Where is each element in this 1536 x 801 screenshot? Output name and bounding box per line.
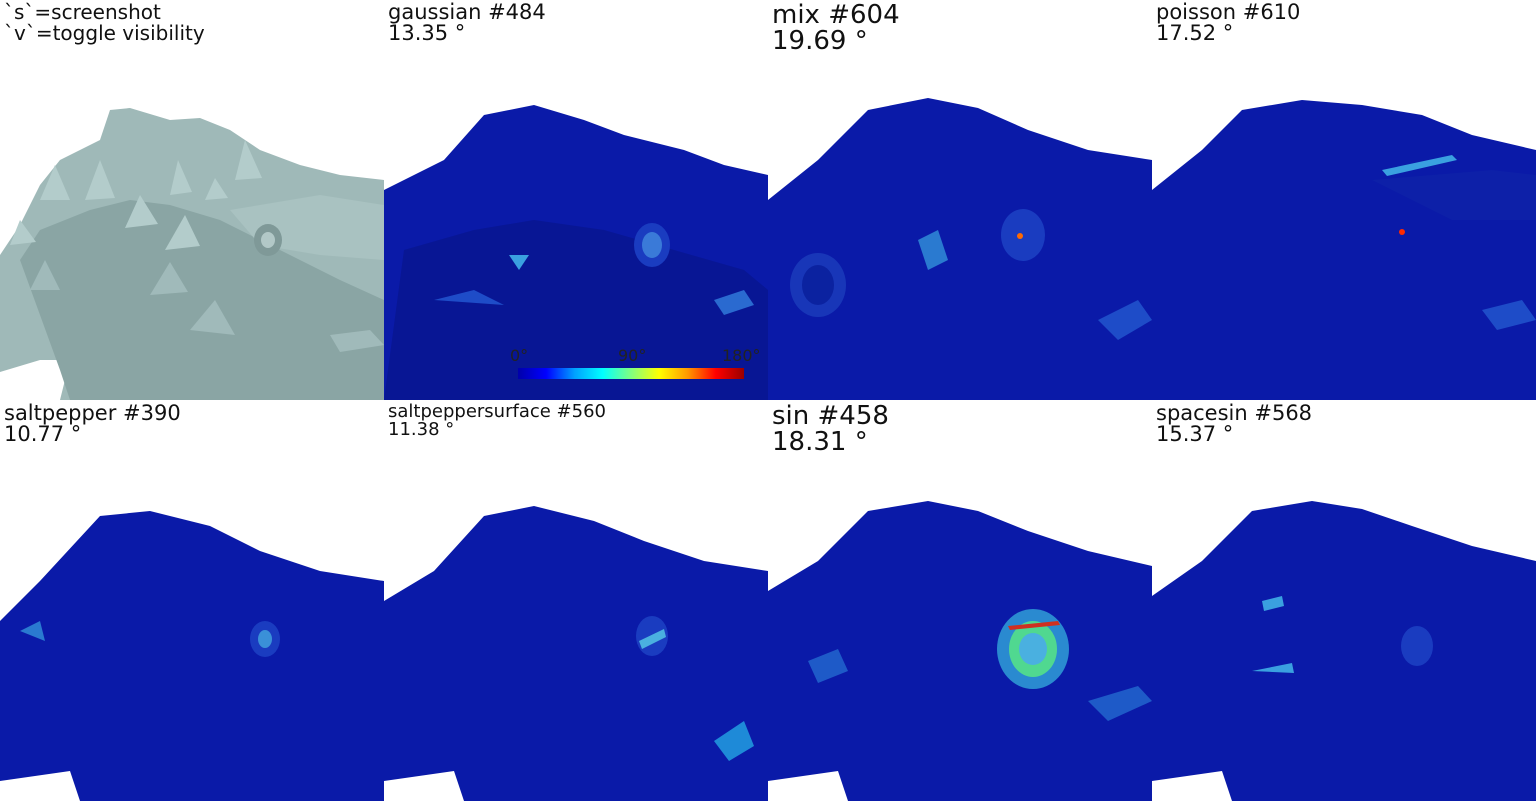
- noise-name: mix #604: [772, 0, 900, 30]
- angle-error: 13.35 °: [388, 21, 466, 45]
- error-mesh-spacesin: [1152, 501, 1536, 801]
- error-mesh-poisson: [1152, 100, 1536, 400]
- angle-error: 10.77 °: [4, 422, 82, 446]
- panel-sin[interactable]: sin #458 18.31 °: [768, 401, 1152, 801]
- noise-name: sin #458: [772, 401, 889, 431]
- panel-caption: mix #604 19.69 °: [772, 2, 900, 54]
- panel-saltpepper[interactable]: saltpepper #390 10.77 °: [0, 401, 384, 801]
- error-mesh-saltpeppersurface: [384, 506, 768, 801]
- panel-poisson[interactable]: poisson #610 17.52 °: [1152, 0, 1536, 400]
- colorbar-gradient: [518, 368, 744, 379]
- panel-spacesin[interactable]: spacesin #568 15.37 °: [1152, 401, 1536, 801]
- noise-name: gaussian #484: [388, 0, 546, 24]
- panel-mix[interactable]: mix #604 19.69 °: [768, 0, 1152, 400]
- reference-mesh: [0, 108, 384, 400]
- noise-name: spacesin #568: [1156, 401, 1313, 425]
- colorbar-min-label: 0°: [510, 346, 529, 365]
- colorbar-max-label: 180°: [722, 346, 761, 365]
- noise-name: poisson #610: [1156, 0, 1301, 24]
- angle-error: 11.38 °: [388, 419, 455, 440]
- panel-caption: saltpepper #390 10.77 °: [4, 403, 181, 445]
- colorbar-mid-label: 90°: [618, 346, 647, 365]
- panel-caption: spacesin #568 15.37 °: [1156, 403, 1312, 445]
- angle-error: 15.37 °: [1156, 422, 1234, 446]
- help-visibility-hint: `v`=toggle visibility: [4, 21, 205, 45]
- noise-name: saltpepper #390: [4, 401, 181, 425]
- angle-error: 17.52 °: [1156, 21, 1234, 45]
- error-mesh-sin: [768, 501, 1152, 801]
- error-mesh-gaussian: [384, 105, 768, 400]
- angle-colorbar: 0° 90° 180°: [510, 344, 761, 384]
- noise-name: saltpeppersurface #560: [388, 401, 606, 422]
- help-screenshot-hint: `s`=screenshot: [4, 0, 161, 24]
- angle-error: 18.31 °: [772, 427, 868, 457]
- panel-saltpeppersurface[interactable]: saltpeppersurface #560 11.38 °: [384, 401, 768, 801]
- keyboard-help: `s`=screenshot `v`=toggle visibility: [4, 2, 205, 44]
- error-mesh-saltpepper: [0, 511, 384, 801]
- panel-caption: sin #458 18.31 °: [772, 403, 889, 455]
- reference-panel[interactable]: `s`=screenshot `v`=toggle visibility: [0, 0, 384, 400]
- error-mesh-mix: [768, 98, 1152, 400]
- angle-error: 19.69 °: [772, 26, 868, 56]
- panel-caption: gaussian #484 13.35 °: [388, 2, 546, 44]
- panel-caption: saltpeppersurface #560 11.38 °: [388, 403, 606, 439]
- panel-caption: poisson #610 17.52 °: [1156, 2, 1300, 44]
- panel-gaussian[interactable]: gaussian #484 13.35 °: [384, 0, 768, 400]
